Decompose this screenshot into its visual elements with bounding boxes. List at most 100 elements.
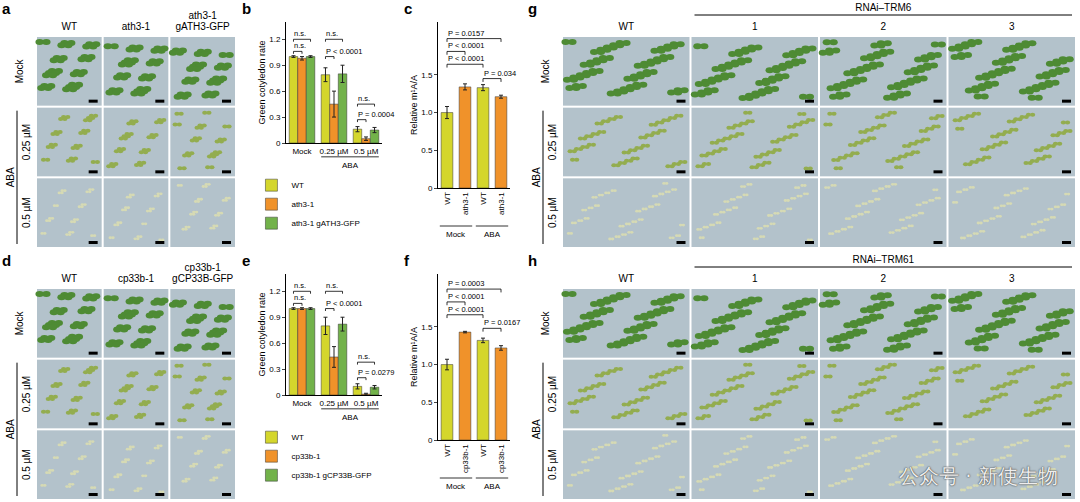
svg-text:WT: WT — [291, 181, 304, 190]
svg-text:WT: WT — [479, 192, 488, 205]
svg-text:ABA: ABA — [342, 413, 359, 422]
svg-text:1.2: 1.2 — [269, 35, 281, 44]
svg-text:1.5: 1.5 — [421, 71, 433, 80]
svg-text:Mock: Mock — [540, 310, 551, 335]
svg-text:ath3-1 gATH3-GFP: ath3-1 gATH3-GFP — [291, 219, 359, 228]
svg-text:P < 0.0001: P < 0.0001 — [448, 54, 484, 63]
svg-text:n.s.: n.s. — [326, 29, 338, 38]
svg-text:cp33b-1: cp33b-1 — [118, 273, 155, 284]
svg-text:Green cotyledon rate: Green cotyledon rate — [257, 292, 267, 376]
svg-text:P = 0.0167: P = 0.0167 — [484, 318, 520, 327]
svg-text:0.25 µM: 0.25 µM — [547, 376, 558, 412]
svg-text:3: 3 — [1009, 273, 1015, 284]
svg-text:n.s.: n.s. — [294, 293, 306, 302]
svg-text:0.5: 0.5 — [421, 398, 433, 407]
svg-text:0.5 µM: 0.5 µM — [547, 197, 558, 228]
svg-text:Mock: Mock — [14, 58, 25, 83]
svg-text:1.0: 1.0 — [421, 360, 433, 369]
svg-text:0.25 µM: 0.25 µM — [319, 147, 348, 156]
svg-text:0.5 µM: 0.5 µM — [547, 449, 558, 480]
svg-text:RNAi–TRM6: RNAi–TRM6 — [855, 2, 912, 13]
svg-text:0.25 µM: 0.25 µM — [547, 124, 558, 160]
svg-text:WT: WT — [291, 433, 304, 442]
svg-text:0.3: 0.3 — [269, 113, 281, 122]
svg-text:P < 0.0001: P < 0.0001 — [448, 41, 484, 50]
svg-text:ABA: ABA — [5, 419, 16, 439]
svg-text:1.5: 1.5 — [421, 323, 433, 332]
svg-text:ath3-1: ath3-1 — [461, 192, 470, 215]
svg-text:cp33b-1 gCP33B-GFP: cp33b-1 gCP33B-GFP — [291, 471, 371, 480]
svg-text:n.s.: n.s. — [358, 94, 370, 103]
svg-text:P = 0.0279: P = 0.0279 — [358, 368, 394, 377]
svg-text:0.5 µM: 0.5 µM — [21, 197, 32, 228]
svg-text:n.s.: n.s. — [294, 281, 306, 290]
svg-text:ABA: ABA — [5, 167, 16, 187]
svg-text:Mock: Mock — [292, 399, 312, 408]
svg-text:ABA: ABA — [531, 419, 542, 439]
svg-text:Mock: Mock — [446, 230, 466, 239]
svg-text:ABA: ABA — [484, 482, 501, 491]
svg-text:Relative m¹A/A: Relative m¹A/A — [409, 75, 419, 135]
svg-text:0: 0 — [428, 436, 433, 445]
svg-text:0.5 µM: 0.5 µM — [21, 449, 32, 480]
svg-text:cp33b-1: cp33b-1 — [185, 262, 222, 273]
svg-text:0.9: 0.9 — [269, 313, 281, 322]
svg-text:ABA: ABA — [342, 161, 359, 170]
svg-text:ABA: ABA — [484, 230, 501, 239]
svg-text:Green cotyledon rate: Green cotyledon rate — [257, 40, 267, 124]
svg-text:WT: WT — [618, 21, 634, 32]
svg-text:0.9: 0.9 — [269, 61, 281, 70]
svg-text:WT: WT — [62, 273, 78, 284]
svg-text:1: 1 — [752, 21, 758, 32]
svg-text:0: 0 — [276, 139, 281, 148]
svg-text:0.5 µM: 0.5 µM — [354, 399, 379, 408]
svg-text:P = 0.034: P = 0.034 — [484, 69, 516, 78]
svg-text:Mock: Mock — [292, 147, 312, 156]
svg-text:n.s.: n.s. — [294, 29, 306, 38]
svg-text:P < 0.0001: P < 0.0001 — [326, 299, 362, 308]
svg-text:0.6: 0.6 — [269, 87, 281, 96]
svg-text:P = 0.0003: P = 0.0003 — [448, 279, 484, 288]
svg-text:Mock: Mock — [14, 310, 25, 335]
svg-text:0.5: 0.5 — [421, 146, 433, 155]
svg-text:0.25 µM: 0.25 µM — [21, 376, 32, 412]
svg-text:3: 3 — [1009, 21, 1015, 32]
svg-text:Mock: Mock — [446, 482, 466, 491]
svg-text:P < 0.0001: P < 0.0001 — [448, 292, 484, 301]
svg-text:Mock: Mock — [540, 58, 551, 83]
svg-text:cp33b-1: cp33b-1 — [291, 452, 320, 461]
svg-text:0.25 µM: 0.25 µM — [21, 124, 32, 160]
svg-text:ath3-1: ath3-1 — [291, 200, 314, 209]
svg-text:WT: WT — [62, 21, 78, 32]
svg-text:2: 2 — [880, 21, 886, 32]
svg-text:WT: WT — [443, 192, 452, 205]
svg-text:n.s.: n.s. — [326, 281, 338, 290]
svg-text:n.s.: n.s. — [358, 352, 370, 361]
svg-text:cp33b-1: cp33b-1 — [497, 444, 506, 473]
svg-text:ath3-1: ath3-1 — [122, 21, 151, 32]
svg-text:0.25 µM: 0.25 µM — [319, 399, 348, 408]
svg-text:1.2: 1.2 — [269, 287, 281, 296]
svg-text:gATH3-GFP: gATH3-GFP — [176, 21, 231, 32]
svg-text:P = 0.0157: P = 0.0157 — [448, 29, 484, 38]
svg-text:Relative m¹A/A: Relative m¹A/A — [409, 327, 419, 387]
svg-text:WT: WT — [443, 444, 452, 457]
svg-text:gCP33B-GFP: gCP33B-GFP — [172, 273, 233, 284]
svg-text:1: 1 — [752, 273, 758, 284]
svg-text:P < 0.0001: P < 0.0001 — [448, 305, 484, 314]
svg-text:ath3-1: ath3-1 — [497, 192, 506, 215]
svg-text:1.0: 1.0 — [421, 108, 433, 117]
svg-text:P = 0.0004: P = 0.0004 — [358, 110, 394, 119]
svg-text:ath3-1: ath3-1 — [188, 10, 217, 21]
svg-text:2: 2 — [880, 273, 886, 284]
svg-text:0.5 µM: 0.5 µM — [354, 147, 379, 156]
svg-text:cp33b-1: cp33b-1 — [461, 444, 470, 473]
svg-text:P < 0.0001: P < 0.0001 — [326, 47, 362, 56]
svg-text:0.3: 0.3 — [269, 365, 281, 374]
svg-text:0: 0 — [276, 391, 281, 400]
svg-text:n.s.: n.s. — [294, 41, 306, 50]
svg-text:WT: WT — [479, 444, 488, 457]
svg-text:WT: WT — [618, 273, 634, 284]
svg-text:RNAi–TRM61: RNAi–TRM61 — [852, 254, 914, 265]
svg-text:0: 0 — [428, 184, 433, 193]
